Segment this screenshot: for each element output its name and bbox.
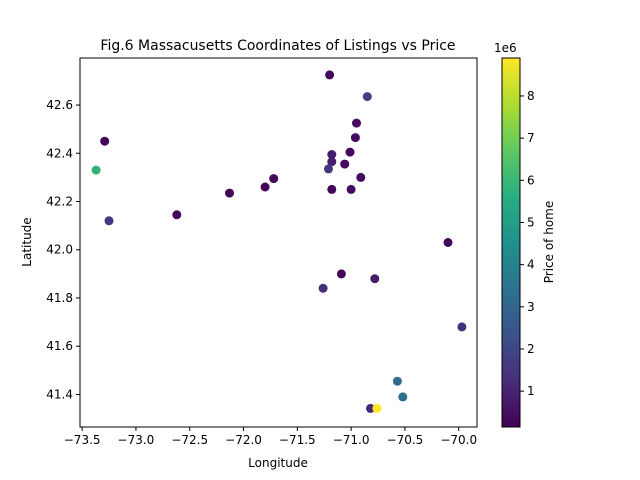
- colorbar-tick-label: 5: [527, 215, 535, 229]
- data-point: [318, 283, 328, 293]
- y-tick-label: 41.8: [46, 291, 73, 305]
- data-point: [392, 376, 402, 386]
- y-axis-label: Latitude: [20, 217, 34, 266]
- data-point: [362, 92, 372, 102]
- data-point: [327, 157, 337, 167]
- data-point: [457, 322, 467, 332]
- plot-frame: [79, 57, 478, 428]
- data-point: [269, 174, 279, 184]
- y-tick-label: 42.4: [46, 146, 73, 160]
- data-point: [327, 184, 337, 194]
- chart-title: Fig.6 Massacusetts Coordinates of Listin…: [100, 38, 455, 54]
- data-point: [104, 216, 114, 226]
- colorbar-tick-label: 2: [527, 342, 535, 356]
- y-tick-label: 42.2: [46, 195, 73, 209]
- colorbar-tick-label: 1: [527, 384, 535, 398]
- colorbar-tick-label: 4: [527, 258, 535, 272]
- data-point: [366, 403, 375, 413]
- colorbar-tick-label: 3: [527, 300, 535, 314]
- data-point: [350, 133, 360, 143]
- x-tick-label: −70.0: [440, 433, 477, 447]
- data-point: [260, 182, 270, 192]
- x-tick-label: −72.5: [171, 433, 208, 447]
- data-point: [100, 136, 110, 146]
- data-point: [356, 172, 366, 182]
- x-tick-label: −70.5: [387, 433, 424, 447]
- x-tick-label: −73.5: [64, 433, 101, 447]
- x-tick-label: −71.5: [279, 433, 316, 447]
- data-point: [346, 184, 356, 194]
- data-point: [225, 188, 234, 198]
- x-tick-label: −72.0: [225, 433, 262, 447]
- x-tick-label: −71.0: [333, 433, 370, 447]
- data-points: [91, 70, 467, 413]
- colorbar-tick-label: 6: [527, 173, 535, 187]
- data-point: [324, 164, 333, 174]
- data-point: [325, 70, 335, 80]
- y-tick-label: 42.0: [46, 243, 73, 257]
- x-axis-ticks: −73.5 −73.0 −72.5 −72.0 −71.5 −71.0 −70.5 −70.0: [64, 427, 477, 447]
- data-point: [398, 392, 408, 402]
- data-point: [340, 159, 350, 169]
- colorbar: [501, 57, 521, 428]
- y-axis-ticks: 41.4 41.6 41.8 42.0 42.2 42.4 42.6: [46, 98, 80, 401]
- colorbar-label: Price of home: [542, 201, 556, 284]
- colorbar-multiplier: 1e6: [494, 41, 517, 55]
- data-point: [352, 118, 361, 128]
- data-point: [91, 165, 101, 175]
- colorbar-ticks: 1 2 3 4 5 6 7 8: [520, 89, 535, 398]
- x-axis-label: Longitude: [248, 456, 308, 470]
- data-point: [370, 274, 380, 284]
- data-point: [372, 403, 382, 413]
- data-point: [336, 269, 346, 279]
- data-point: [443, 238, 453, 247]
- data-point: [327, 150, 337, 159]
- data-point: [345, 147, 355, 157]
- y-tick-label: 41.6: [46, 339, 73, 353]
- y-tick-label: 41.4: [46, 387, 73, 401]
- x-tick-label: −73.0: [118, 433, 155, 447]
- colorbar-tick-label: 7: [527, 131, 535, 145]
- data-point: [172, 210, 182, 220]
- y-tick-label: 42.6: [46, 98, 73, 112]
- colorbar-tick-label: 8: [527, 89, 535, 103]
